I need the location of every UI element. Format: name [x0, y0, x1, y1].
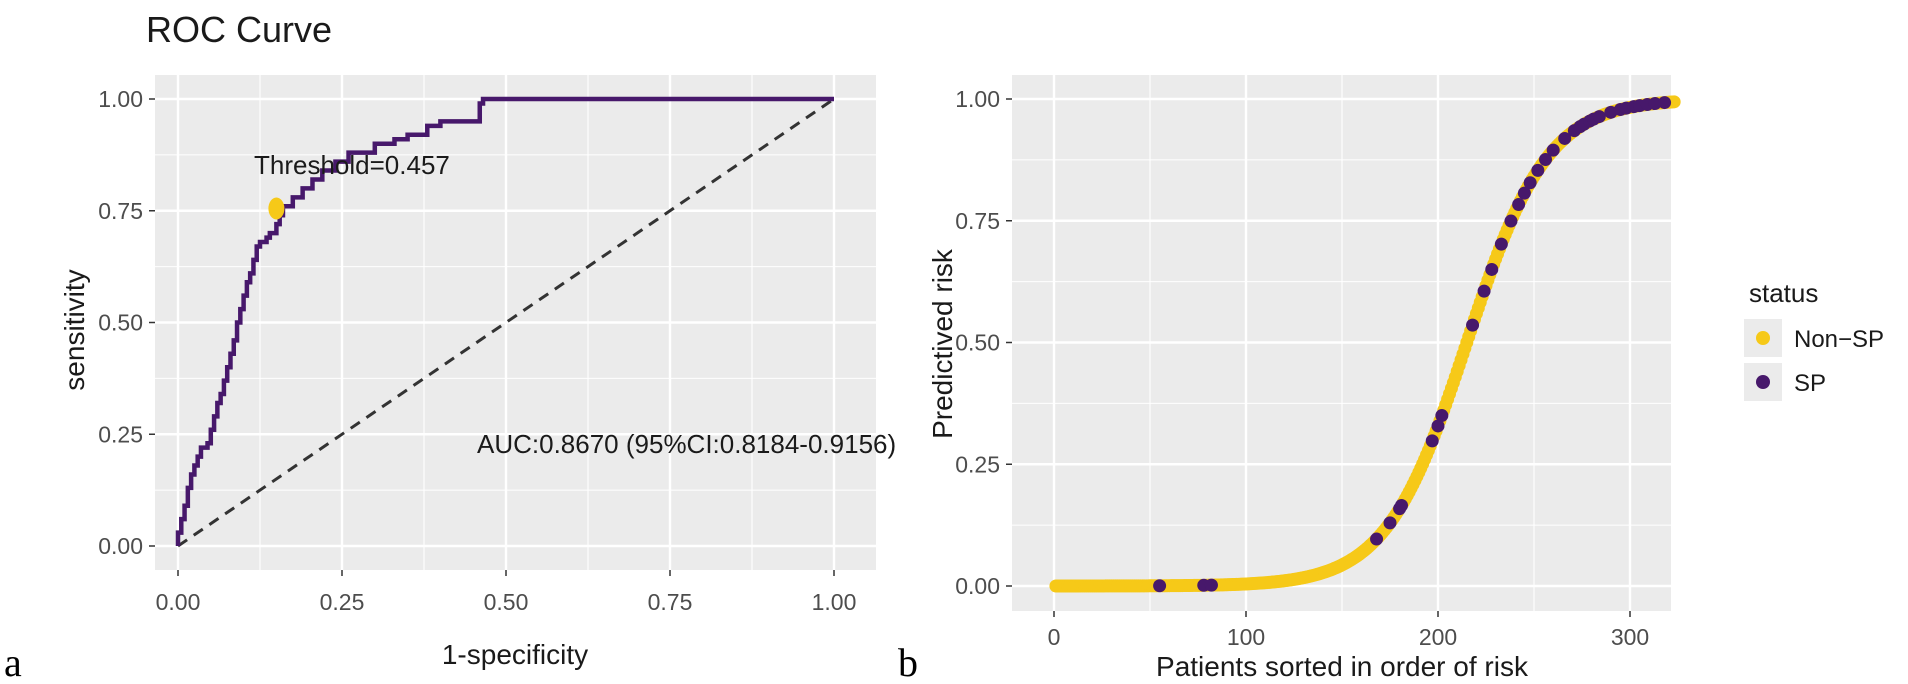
risk-legend: status Non−SP SP — [1744, 278, 1884, 401]
panel-label-b: b — [898, 640, 918, 684]
roc-title: ROC Curve — [146, 9, 332, 50]
roc-x-tick-label: 0.00 — [156, 589, 201, 615]
risk-point-sp — [1425, 434, 1439, 448]
legend-key-sp — [1756, 375, 1770, 389]
risk-points — [1049, 95, 1681, 593]
risk-point-sp — [1504, 214, 1518, 228]
risk-point-sp — [1648, 97, 1662, 111]
roc-x-tick-label: 1.00 — [812, 589, 857, 615]
risk-y-tick-label: 0.50 — [955, 330, 1000, 356]
risk-y-tick-label: 0.00 — [955, 573, 1000, 599]
risk-x-tick-label: 100 — [1227, 624, 1265, 650]
risk-x-tick-label: 300 — [1611, 624, 1649, 650]
roc-x-tick-label: 0.50 — [484, 589, 529, 615]
risk-point-sp — [1485, 262, 1499, 276]
risk-point-sp — [1523, 176, 1537, 190]
risk-point-sp — [1546, 143, 1560, 157]
risk-y-axis-label: Predictived risk — [927, 248, 958, 439]
roc-y-tick-label: 0.75 — [98, 198, 143, 224]
risk-point-sp — [1592, 110, 1606, 124]
risk-point-sp — [1466, 318, 1480, 332]
risk-point-sp — [1512, 197, 1526, 211]
roc-y-axis-label: sensitivity — [59, 269, 90, 390]
risk-point-sp — [1370, 532, 1384, 546]
roc-y-tick-label: 0.00 — [98, 533, 143, 559]
risk-x-tick-label: 200 — [1419, 624, 1457, 650]
legend-label-nonsp: Non−SP — [1794, 326, 1884, 353]
risk-y-tick-label: 0.25 — [955, 451, 1000, 477]
roc-curve-group — [175, 96, 834, 546]
risk-point-sp — [1539, 153, 1553, 167]
roc-grid — [155, 75, 876, 570]
legend-key-nonsp — [1756, 331, 1770, 345]
risk-point-sp — [1383, 516, 1397, 530]
legend-label-sp: SP — [1794, 370, 1826, 397]
panel-label-a: a — [4, 640, 22, 684]
roc-x-tick-label: 0.75 — [648, 589, 693, 615]
risk-point-nonsp — [1667, 95, 1681, 109]
risk-ticks: 0 100 200 300 0.00 0.25 0.50 0.75 1.00 — [955, 86, 1649, 650]
risk-y-tick-label: 0.75 — [955, 208, 1000, 234]
risk-point-sp — [1531, 163, 1545, 177]
roc-x-axis-label: 1-specificity — [442, 639, 588, 670]
roc-y-tick-label: 1.00 — [98, 86, 143, 112]
roc-y-tick-label: 0.25 — [98, 421, 143, 447]
roc-threshold-group — [268, 197, 285, 220]
risk-point-sp — [1494, 237, 1508, 251]
roc-ticks: 0.00 0.00 0.25 0.25 0.50 0.50 0.75 0.75 1.00 1.00 — [98, 86, 856, 615]
legend-title: status — [1749, 278, 1818, 308]
risk-x-axis-label: Patients sorted in order of risk — [1156, 651, 1529, 682]
risk-x-tick-label: 0 — [1048, 624, 1061, 650]
risk-point-sp — [1658, 96, 1672, 110]
risk-point-sp — [1477, 284, 1491, 298]
roc-threshold-point — [268, 197, 285, 220]
roc-x-tick-label: 0.25 — [320, 589, 365, 615]
roc-curve-line — [175, 96, 834, 546]
roc-chart: ROC Curve Threshold=0.457 AUC:0.8670 (95… — [4, 9, 896, 684]
roc-threshold-label: Threshold=0.457 — [254, 150, 450, 180]
risk-point-sp — [1517, 186, 1531, 200]
risk-point-sp — [1395, 498, 1409, 512]
risk-grid — [1012, 75, 1727, 611]
risk-point-sp — [1431, 419, 1445, 433]
risk-chart: 0 100 200 300 0.00 0.25 0.50 0.75 1.00 Patients … — [898, 75, 1884, 684]
risk-point-sp — [1558, 131, 1572, 145]
risk-point-sp — [1435, 409, 1449, 423]
risk-point-sp — [1204, 578, 1218, 592]
risk-y-tick-label: 1.00 — [955, 86, 1000, 112]
roc-y-tick-label: 0.50 — [98, 310, 143, 336]
risk-point-sp — [1153, 579, 1167, 593]
roc-auc-annotation: AUC:0.8670 (95%CI:0.8184-0.9156) — [477, 429, 896, 459]
